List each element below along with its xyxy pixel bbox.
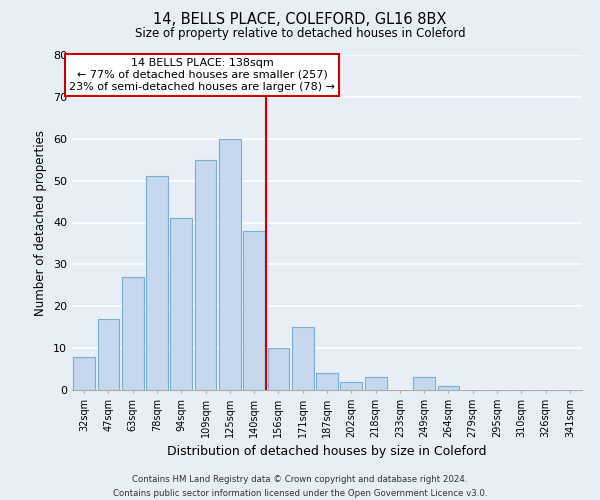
Bar: [413, 378, 435, 390]
Text: Contains HM Land Registry data © Crown copyright and database right 2024.
Contai: Contains HM Land Registry data © Crown c…: [113, 476, 487, 498]
Bar: [97, 319, 119, 390]
Bar: [219, 138, 241, 390]
Bar: [146, 176, 168, 390]
Bar: [73, 356, 95, 390]
Y-axis label: Number of detached properties: Number of detached properties: [34, 130, 47, 316]
Bar: [437, 386, 460, 390]
Bar: [122, 277, 143, 390]
Bar: [243, 231, 265, 390]
Text: Size of property relative to detached houses in Coleford: Size of property relative to detached ho…: [134, 28, 466, 40]
Bar: [316, 373, 338, 390]
Bar: [170, 218, 192, 390]
Bar: [340, 382, 362, 390]
X-axis label: Distribution of detached houses by size in Coleford: Distribution of detached houses by size …: [167, 446, 487, 458]
Bar: [365, 378, 386, 390]
Bar: [268, 348, 289, 390]
Bar: [194, 160, 217, 390]
Text: 14, BELLS PLACE, COLEFORD, GL16 8BX: 14, BELLS PLACE, COLEFORD, GL16 8BX: [154, 12, 446, 28]
Bar: [292, 327, 314, 390]
Text: 14 BELLS PLACE: 138sqm
← 77% of detached houses are smaller (257)
23% of semi-de: 14 BELLS PLACE: 138sqm ← 77% of detached…: [69, 58, 335, 92]
